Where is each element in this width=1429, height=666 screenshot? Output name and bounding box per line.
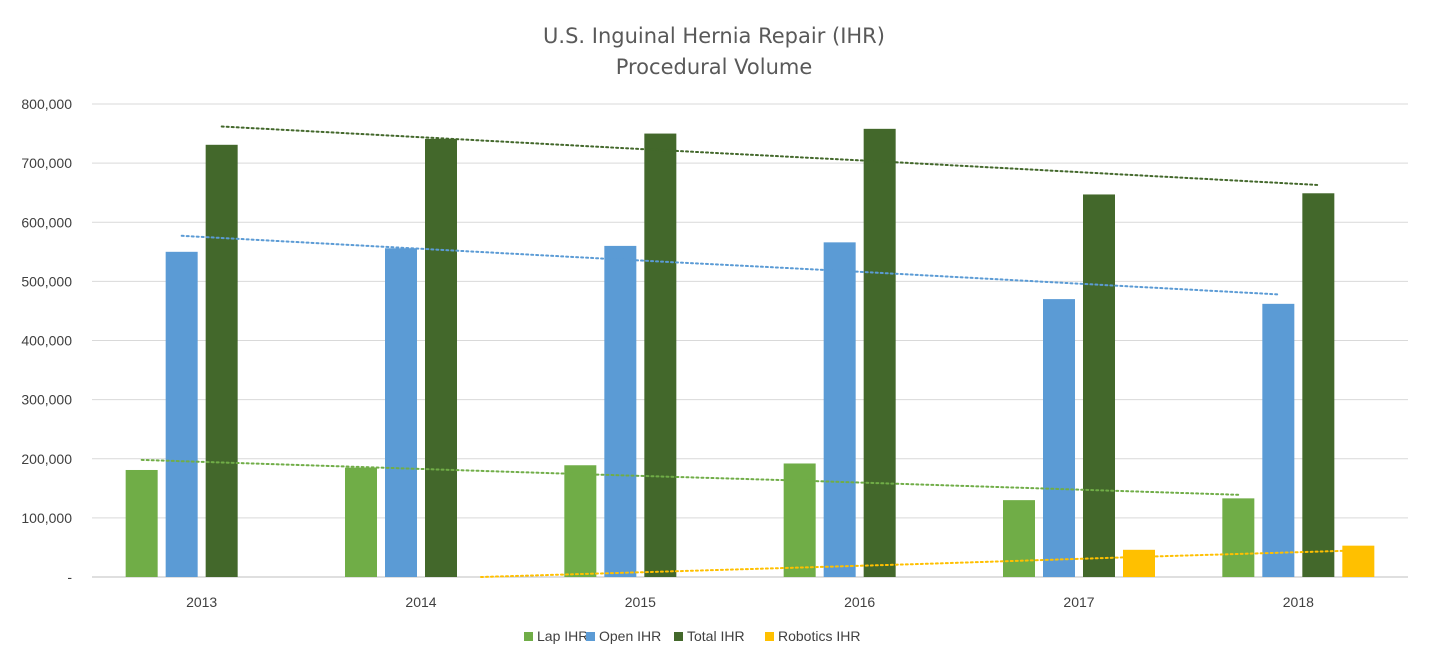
x-axis: 2013 2014 2015 2016 2017 2018 <box>186 594 1314 610</box>
chart-subtitle: Procedural Volume <box>616 55 813 79</box>
trendline-total-ihr <box>220 125 1320 186</box>
bar-lap-ihr-2016 <box>783 463 816 577</box>
bar-lap-ihr-2015 <box>564 465 597 577</box>
y-tick-label: 800,000 <box>21 96 72 112</box>
chart-title: U.S. Inguinal Hernia Repair (IHR) <box>543 24 885 48</box>
trendline-robotics-ihr <box>480 549 1360 578</box>
legend-swatch-lap-ihr <box>524 632 533 641</box>
legend-swatch-open-ihr <box>586 632 595 641</box>
y-tick-label: - <box>67 569 72 585</box>
y-tick-label: 500,000 <box>21 273 72 289</box>
x-tick-label: 2018 <box>1283 594 1314 610</box>
x-tick-label: 2016 <box>844 594 875 610</box>
bars <box>125 128 1375 578</box>
bar-total-ihr-2016 <box>863 128 896 577</box>
bar-robotics-ihr-2017 <box>1123 549 1155 577</box>
y-tick-label: 300,000 <box>21 392 72 408</box>
y-tick-label: 100,000 <box>21 510 72 526</box>
y-axis: - 100,000 200,000 300,000 400,000 500,000 600,… <box>21 96 72 585</box>
gridlines <box>92 103 1408 578</box>
x-tick-label: 2013 <box>186 594 217 610</box>
legend-label: Total IHR <box>687 628 745 644</box>
bar-lap-ihr-2018 <box>1222 498 1255 577</box>
bar-open-ihr-2016 <box>823 242 856 578</box>
legend-label: Lap IHR <box>537 628 588 644</box>
bar-open-ihr-2013 <box>165 251 198 577</box>
trendline-lap-ihr <box>140 458 1240 496</box>
y-tick-label: 400,000 <box>21 333 72 349</box>
bar-total-ihr-2014 <box>425 138 457 578</box>
y-tick-label: 600,000 <box>21 214 72 230</box>
bar-lap-ihr-2014 <box>345 467 377 577</box>
legend-swatch-total-ihr <box>674 632 683 641</box>
y-tick-label: 700,000 <box>21 155 72 171</box>
bar-total-ihr-2015 <box>644 133 677 577</box>
bar-total-ihr-2018 <box>1302 193 1335 577</box>
x-tick-label: 2017 <box>1063 594 1094 610</box>
bar-total-ihr-2017 <box>1083 194 1115 577</box>
bar-lap-ihr-2017 <box>1003 500 1035 577</box>
trendline-open-ihr <box>180 234 1280 296</box>
bar-open-ihr-2014 <box>385 248 417 577</box>
trendlines <box>140 125 1360 578</box>
bar-lap-ihr-2013 <box>125 469 158 577</box>
x-tick-label: 2015 <box>625 594 656 610</box>
y-tick-label: 200,000 <box>21 451 72 467</box>
bar-total-ihr-2013 <box>205 144 238 577</box>
x-tick-label: 2014 <box>405 594 436 610</box>
bar-open-ihr-2018 <box>1262 303 1295 577</box>
legend-label: Open IHR <box>599 628 661 644</box>
legend: Lap IHR Open IHR Total IHR Robotics IHR <box>524 628 860 644</box>
bar-open-ihr-2015 <box>604 245 637 577</box>
legend-label: Robotics IHR <box>778 628 860 644</box>
legend-swatch-robotics-ihr <box>765 632 774 641</box>
bar-open-ihr-2017 <box>1043 299 1075 577</box>
